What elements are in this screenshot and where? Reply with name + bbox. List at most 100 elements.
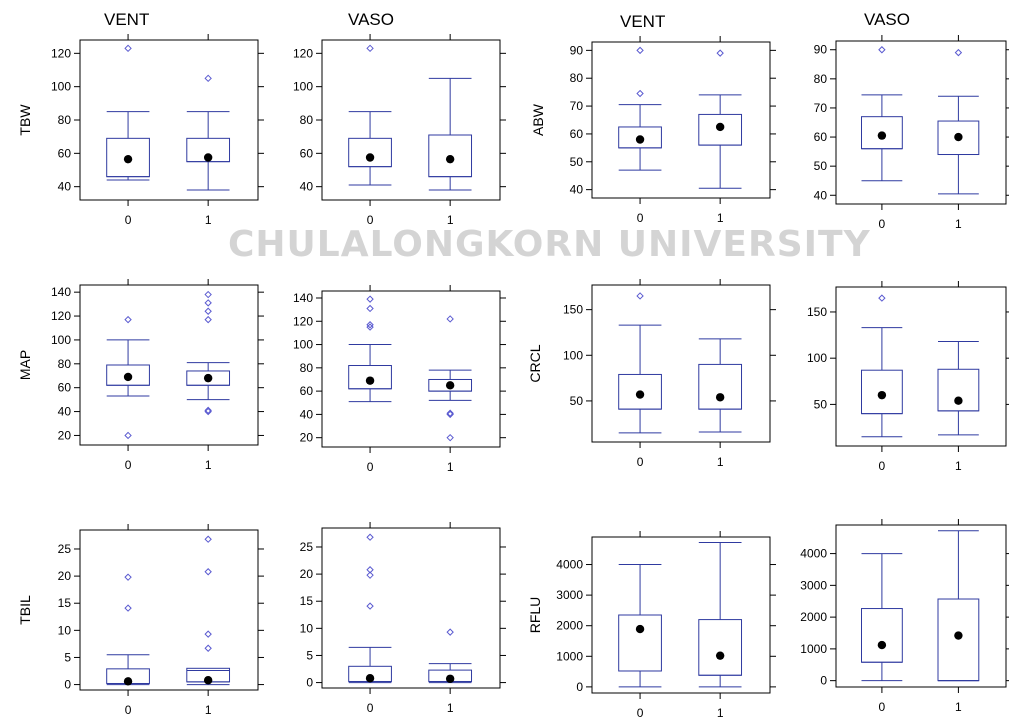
outlier-point [366, 571, 374, 579]
y-tick-label: 90 [814, 43, 828, 57]
y-tick-label: 50 [814, 397, 828, 411]
watermark: CHULALONGKORN UNIVERSITY [228, 224, 871, 265]
outlier-point [124, 573, 132, 581]
x-tick-label: 0 [879, 459, 886, 473]
mean-point [715, 122, 725, 132]
y-tick-label: 10 [58, 623, 72, 637]
x-tick-label: 1 [717, 706, 724, 717]
y-tick-label: 100 [51, 333, 71, 347]
outlier-point [204, 535, 212, 543]
outlier-point [366, 321, 374, 329]
x-tick-label: 1 [955, 700, 962, 714]
y-tick-label: 4000 [556, 558, 583, 572]
column-title-vent-right: VENT [620, 12, 666, 31]
plot-frame [321, 39, 501, 201]
y-tick-label: 0 [306, 676, 313, 690]
plot-frame [591, 536, 771, 694]
y-tick-label: 100 [293, 80, 313, 94]
x-tick-label: 0 [125, 703, 132, 717]
y-tick-label: 100 [51, 80, 71, 94]
box [937, 598, 980, 682]
x-tick-label: 0 [637, 706, 644, 717]
y-tick-label: 0 [820, 674, 827, 688]
mean-point [203, 676, 213, 685]
x-tick-label: 1 [447, 213, 454, 227]
mean-point [635, 390, 645, 399]
y-tick-label: 90 [570, 43, 584, 57]
y-tick-label: 120 [51, 309, 71, 323]
x-tick-label: 1 [955, 217, 962, 231]
y-tick-label: 140 [293, 291, 313, 305]
y-tick-label: 20 [58, 569, 72, 583]
plot-frame [79, 529, 259, 691]
y-tick-label: 80 [58, 113, 72, 127]
mean-point [445, 674, 455, 683]
mean-point [954, 631, 963, 640]
y-tick-label: 140 [51, 285, 71, 299]
y-tick-label: 4000 [800, 547, 827, 561]
outlier-point [636, 89, 644, 98]
box [348, 137, 392, 168]
y-tick-label: 5 [64, 650, 71, 664]
y-tick-label: 20 [300, 567, 314, 581]
y-axis-label: MAP [17, 350, 33, 380]
plot-frame [835, 286, 1007, 447]
y-tick-label: 150 [807, 305, 827, 319]
y-tick-label: 40 [58, 180, 72, 194]
outlier-point [878, 294, 886, 302]
y-tick-label: 60 [814, 130, 828, 144]
y-tick-label: 60 [570, 127, 584, 141]
outlier-point [446, 628, 454, 636]
y-tick-label: 40 [300, 407, 314, 421]
plot-frame [321, 527, 501, 689]
outlier-point [446, 410, 454, 419]
mean-point [203, 373, 213, 383]
y-axis-label: ABW [530, 103, 546, 136]
y-tick-label: 15 [300, 594, 314, 608]
y-tick-label: 3000 [800, 578, 827, 592]
mean-point [445, 154, 455, 164]
x-tick-label: 1 [717, 211, 724, 225]
box [861, 608, 903, 663]
x-tick-label: 1 [717, 455, 724, 469]
mean-point [877, 131, 887, 140]
y-tick-label: 50 [570, 155, 584, 169]
x-tick-label: 1 [205, 458, 212, 472]
y-tick-label: 15 [58, 596, 72, 610]
x-tick-label: 1 [955, 459, 962, 473]
y-tick-label: 100 [563, 348, 583, 362]
y-tick-label: 2000 [800, 610, 827, 624]
outlier-point [366, 602, 374, 610]
y-tick-label: 120 [51, 46, 71, 60]
mean-point [365, 376, 375, 385]
x-tick-label: 1 [205, 703, 212, 717]
plot-frame [591, 284, 771, 443]
y-tick-label: 80 [300, 361, 314, 375]
y-tick-label: 1000 [556, 649, 583, 663]
outlier-point [204, 630, 212, 638]
outlier-point [366, 295, 374, 303]
outlier-point [204, 406, 212, 415]
outlier-point [124, 315, 132, 324]
outlier-point [204, 644, 212, 652]
outlier-point [878, 46, 886, 54]
outlier-point [446, 409, 454, 417]
y-tick-label: 25 [300, 540, 314, 554]
y-tick-label: 5 [306, 648, 313, 662]
x-tick-label: 0 [879, 217, 886, 231]
mean-point [203, 153, 213, 162]
mean-point [635, 624, 645, 634]
y-axis-label: TBIL [17, 595, 33, 625]
y-tick-label: 150 [563, 303, 583, 317]
y-tick-label: 2000 [556, 619, 583, 633]
y-tick-label: 10 [300, 621, 314, 635]
y-tick-label: 100 [807, 351, 827, 365]
column-title-vaso-left: VASO [348, 10, 394, 29]
y-tick-label: 0 [576, 680, 583, 694]
outlier-point [366, 304, 374, 313]
mean-point [123, 372, 133, 382]
y-tick-label: 80 [570, 71, 584, 85]
outlier-point [636, 292, 644, 300]
